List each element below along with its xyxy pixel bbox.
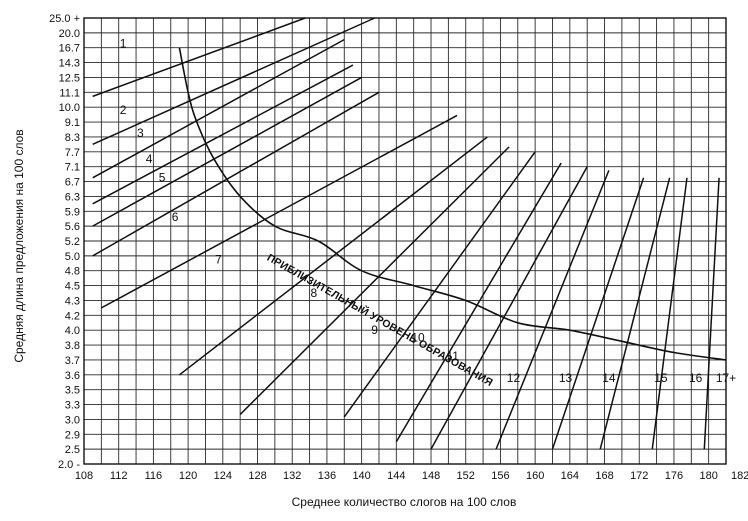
y-tick-label: 7.7 — [65, 147, 80, 159]
x-tick-label: 140 — [352, 470, 370, 482]
grade-label-2: 2 — [120, 103, 127, 117]
y-tick-label: 20.0 — [59, 28, 80, 40]
grid — [83, 17, 727, 465]
grade-line-14 — [551, 177, 645, 450]
y-tick-labels: 2.0 - 2.5 2.9 3.0 3.3 3.5 3.6 3.7 3.8 4.0 4.2 4.3 4.… — [49, 13, 80, 471]
x-tick-label: 156 — [491, 470, 509, 482]
y-tick-label: 5.0 — [65, 251, 80, 263]
y-tick-label: 3.0 — [65, 414, 80, 426]
y-tick-label: 6.3 — [65, 191, 80, 203]
x-tick-label: 116 — [145, 470, 163, 482]
x-tick-label: 132 — [283, 470, 301, 482]
y-tick-label: 9.1 — [65, 117, 80, 129]
x-tick-label: 128 — [248, 470, 266, 482]
y-tick-label: 3.3 — [65, 400, 80, 412]
x-tick-label: 172 — [630, 470, 648, 482]
grade-label-5: 5 — [159, 171, 166, 185]
x-tick-label: 160 — [526, 470, 544, 482]
grade-line-4 — [92, 64, 354, 205]
y-tick-label: 4.5 — [65, 281, 80, 293]
boundary-curve — [178, 47, 727, 361]
x-tick-label: 148 — [422, 470, 440, 482]
x-tick-label: 124 — [214, 470, 232, 482]
grade-line-1 — [92, 17, 306, 98]
grade-label-10: 10 — [411, 330, 425, 344]
grade-label-13: 13 — [559, 371, 573, 385]
y-tick-label: 2.0 - — [58, 459, 80, 471]
x-tick-label: 164 — [561, 470, 579, 482]
y-tick-label: 5.2 — [65, 236, 80, 248]
y-tick-label: 10.0 — [59, 102, 80, 114]
y-tick-label: 7.1 — [65, 162, 80, 174]
y-tick-label: 5.9 — [65, 206, 80, 218]
grade-label-11: 11 — [446, 349, 459, 363]
grade-label-14: 14 — [602, 371, 616, 385]
grade-line-3 — [92, 38, 345, 179]
grade-line-7 — [100, 114, 458, 309]
x-tick-label: 182+ — [731, 470, 748, 482]
grade-line-2 — [92, 17, 375, 146]
y-tick-label: 3.6 — [65, 370, 80, 382]
grade-label-4: 4 — [146, 152, 153, 166]
grade-line-15 — [599, 177, 671, 450]
x-tick-label: 136 — [318, 470, 336, 482]
grade-line-16 — [651, 177, 688, 450]
grade-line-11 — [395, 162, 562, 443]
grade-line-9 — [239, 146, 510, 415]
grade-line-8 — [178, 136, 488, 376]
y-tick-label: 3.5 — [65, 385, 80, 397]
x-axis-label: Среднее количество слогов на 100 слов — [292, 495, 517, 509]
x-tick-label: 176 — [665, 470, 683, 482]
grade-label-17+: 17+ — [716, 371, 736, 385]
y-tick-label: 4.2 — [65, 310, 80, 322]
grade-label-7: 7 — [215, 252, 222, 266]
y-tick-label: 12.5 — [59, 72, 80, 84]
x-tick-labels: 108 112 116 120 124 128 132 136 140 144 148 152 156 1… — [75, 470, 748, 482]
grade-label-1: 1 — [120, 37, 127, 51]
grade-label-9: 9 — [371, 323, 378, 337]
x-tick-label: 168 — [595, 470, 613, 482]
grade-line-17+ — [703, 177, 720, 450]
y-tick-label: 25.0 + — [49, 13, 80, 25]
y-tick-label: 3.7 — [65, 355, 80, 367]
x-tick-label: 108 — [75, 470, 93, 482]
grade-label-15: 15 — [654, 371, 668, 385]
y-tick-label: 8.3 — [65, 132, 80, 144]
y-tick-label: 3.8 — [65, 340, 80, 352]
y-tick-label: 16.7 — [59, 43, 80, 55]
y-tick-label: 5.6 — [65, 221, 80, 233]
grade-line-5 — [92, 76, 362, 227]
y-tick-label: 2.5 — [65, 444, 80, 456]
grade-line-6 — [92, 91, 380, 257]
x-tick-label: 112 — [110, 470, 128, 482]
y-tick-label: 14.3 — [59, 58, 80, 70]
grade-label-16: 16 — [689, 371, 703, 385]
grade-line-10 — [343, 151, 536, 418]
grade-label-3: 3 — [137, 126, 144, 140]
grade-line-13 — [495, 170, 610, 450]
x-tick-label: 180 — [699, 470, 717, 482]
grade-label-8: 8 — [311, 286, 318, 300]
grade-label-6: 6 — [172, 210, 179, 224]
x-tick-label: 120 — [179, 470, 197, 482]
y-tick-label: 4.0 — [65, 325, 80, 337]
y-tick-label: 2.9 — [65, 429, 80, 441]
x-tick-label: 152 — [457, 470, 475, 482]
grade-label-12: 12 — [507, 371, 521, 385]
plot-frame — [83, 17, 727, 465]
grade-line-12 — [430, 166, 588, 450]
y-tick-label: 4.3 — [65, 295, 80, 307]
x-tick-label: 144 — [387, 470, 405, 482]
grade-lines — [92, 17, 720, 450]
y-tick-label: 4.8 — [65, 266, 80, 278]
y-tick-label: 6.7 — [65, 177, 80, 189]
y-tick-label: 11.1 — [59, 87, 80, 99]
y-axis-label: Средняя длина предложения на 100 слов — [12, 129, 26, 362]
